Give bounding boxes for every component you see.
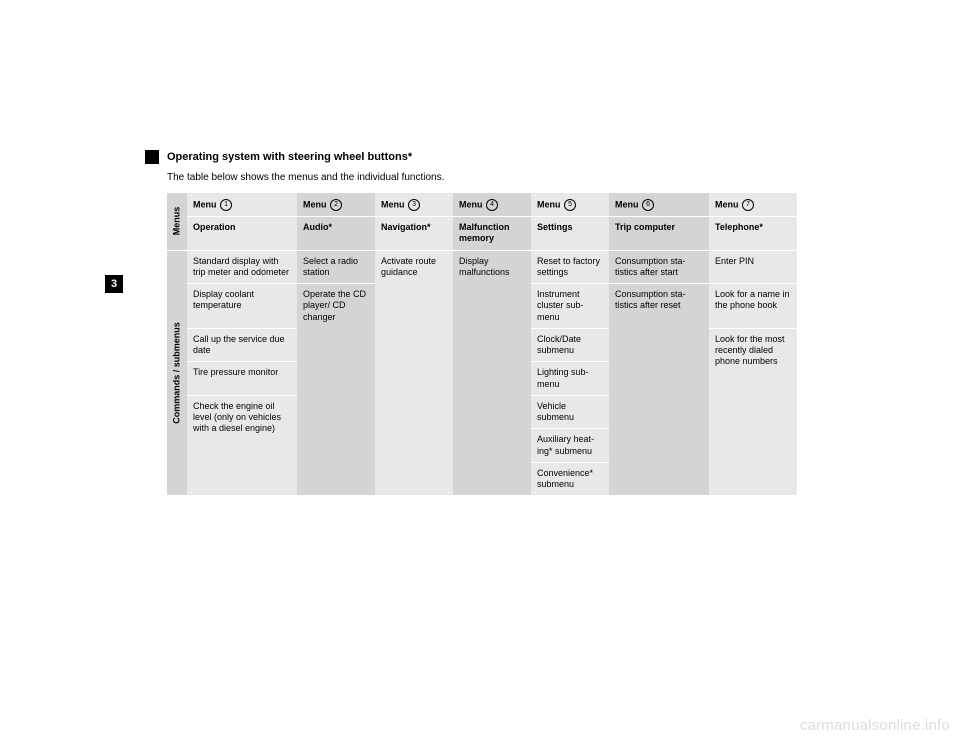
- table-header-title-row: Operation Audio* Navigation* Malfunction…: [167, 217, 797, 251]
- cell: Display malfunctions: [453, 250, 531, 496]
- page-content: Operating system with steering wheel but…: [145, 150, 835, 496]
- circled-3: 3: [408, 199, 420, 211]
- col-title-6: Trip computer: [609, 217, 709, 251]
- cell: Enter PIN: [709, 250, 797, 284]
- circled-7: 7: [742, 199, 754, 211]
- menu-header-3: Menu 3: [375, 193, 453, 217]
- section-marker: [145, 150, 159, 164]
- circled-4: 4: [486, 199, 498, 211]
- cell: Display coolant tempera­ture: [187, 284, 297, 329]
- cell: Standard display with trip meter and odo…: [187, 250, 297, 284]
- cell: Operate the CD player/ CD changer: [297, 284, 375, 496]
- side-label-menus-cell: Menus: [167, 193, 187, 250]
- menu-header-4: Menu 4: [453, 193, 531, 217]
- cell: Tire pressure monitor: [187, 362, 297, 396]
- side-label-commands-cell: Commands / submenus: [167, 250, 187, 496]
- col-title-2: Audio*: [297, 217, 375, 251]
- cell: Consumption sta­tistics after reset: [609, 284, 709, 496]
- section-title: Operating system with steering wheel but…: [167, 151, 412, 163]
- menu-header-1: Menu 1: [187, 193, 297, 217]
- cell: Select a radio station: [297, 250, 375, 284]
- circled-1: 1: [220, 199, 232, 211]
- cell: Reset to factory settings: [531, 250, 609, 284]
- circled-6: 6: [642, 199, 654, 211]
- circled-2: 2: [330, 199, 342, 211]
- cell: Convenience* submenu: [531, 462, 609, 496]
- cell: Call up the service due date: [187, 328, 297, 362]
- side-label-menus: Menus: [171, 207, 182, 236]
- menu-table: Menus Menu 1 Menu 2 Menu 3 Menu 4 Menu 5…: [167, 193, 797, 496]
- cell: Look for the most recently dialed phone …: [709, 328, 797, 496]
- cell: Auxiliary heat­ing* submenu: [531, 429, 609, 463]
- col-title-5: Settings: [531, 217, 609, 251]
- cell: Activate route guidance: [375, 250, 453, 496]
- cell: Lighting sub­menu: [531, 362, 609, 396]
- col-title-7: Telephone*: [709, 217, 797, 251]
- menu-header-7: Menu 7: [709, 193, 797, 217]
- watermark: carmanualsonline.info: [800, 717, 950, 734]
- intro-text: The table below shows the menus and the …: [167, 172, 835, 183]
- menu-header-6: Menu 6: [609, 193, 709, 217]
- menu-header-5: Menu 5: [531, 193, 609, 217]
- col-title-1: Operation: [187, 217, 297, 251]
- menu-header-2: Menu 2: [297, 193, 375, 217]
- cell: Look for a name in the phone book: [709, 284, 797, 329]
- cell: Clock/Date submenu: [531, 328, 609, 362]
- table-header-menu-row: Menus Menu 1 Menu 2 Menu 3 Menu 4 Menu 5…: [167, 193, 797, 217]
- table-row: Commands / submenus Standard display wit…: [167, 250, 797, 284]
- circled-5: 5: [564, 199, 576, 211]
- cell: Check the engine oil level (only on vehi…: [187, 395, 297, 496]
- cell: Instrument cluster sub­menu: [531, 284, 609, 329]
- cell: Vehicle submenu: [531, 395, 609, 429]
- col-title-3: Navigation*: [375, 217, 453, 251]
- menu-table-wrap: Menus Menu 1 Menu 2 Menu 3 Menu 4 Menu 5…: [167, 193, 835, 496]
- cell: Consumption sta­tistics after start: [609, 250, 709, 284]
- col-title-4: Malfunction memory: [453, 217, 531, 251]
- chapter-tab: 3: [105, 275, 123, 293]
- side-label-commands: Commands / submenus: [171, 322, 182, 424]
- section-header: Operating system with steering wheel but…: [145, 150, 835, 164]
